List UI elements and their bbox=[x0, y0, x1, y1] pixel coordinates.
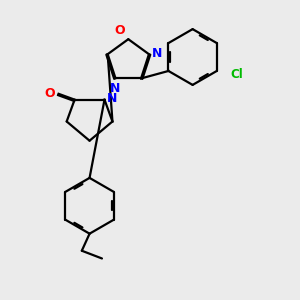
Text: O: O bbox=[44, 87, 55, 100]
Text: Cl: Cl bbox=[231, 68, 244, 81]
Text: N: N bbox=[110, 82, 120, 94]
Text: N: N bbox=[152, 47, 162, 60]
Text: N: N bbox=[107, 92, 117, 105]
Text: O: O bbox=[115, 24, 125, 37]
